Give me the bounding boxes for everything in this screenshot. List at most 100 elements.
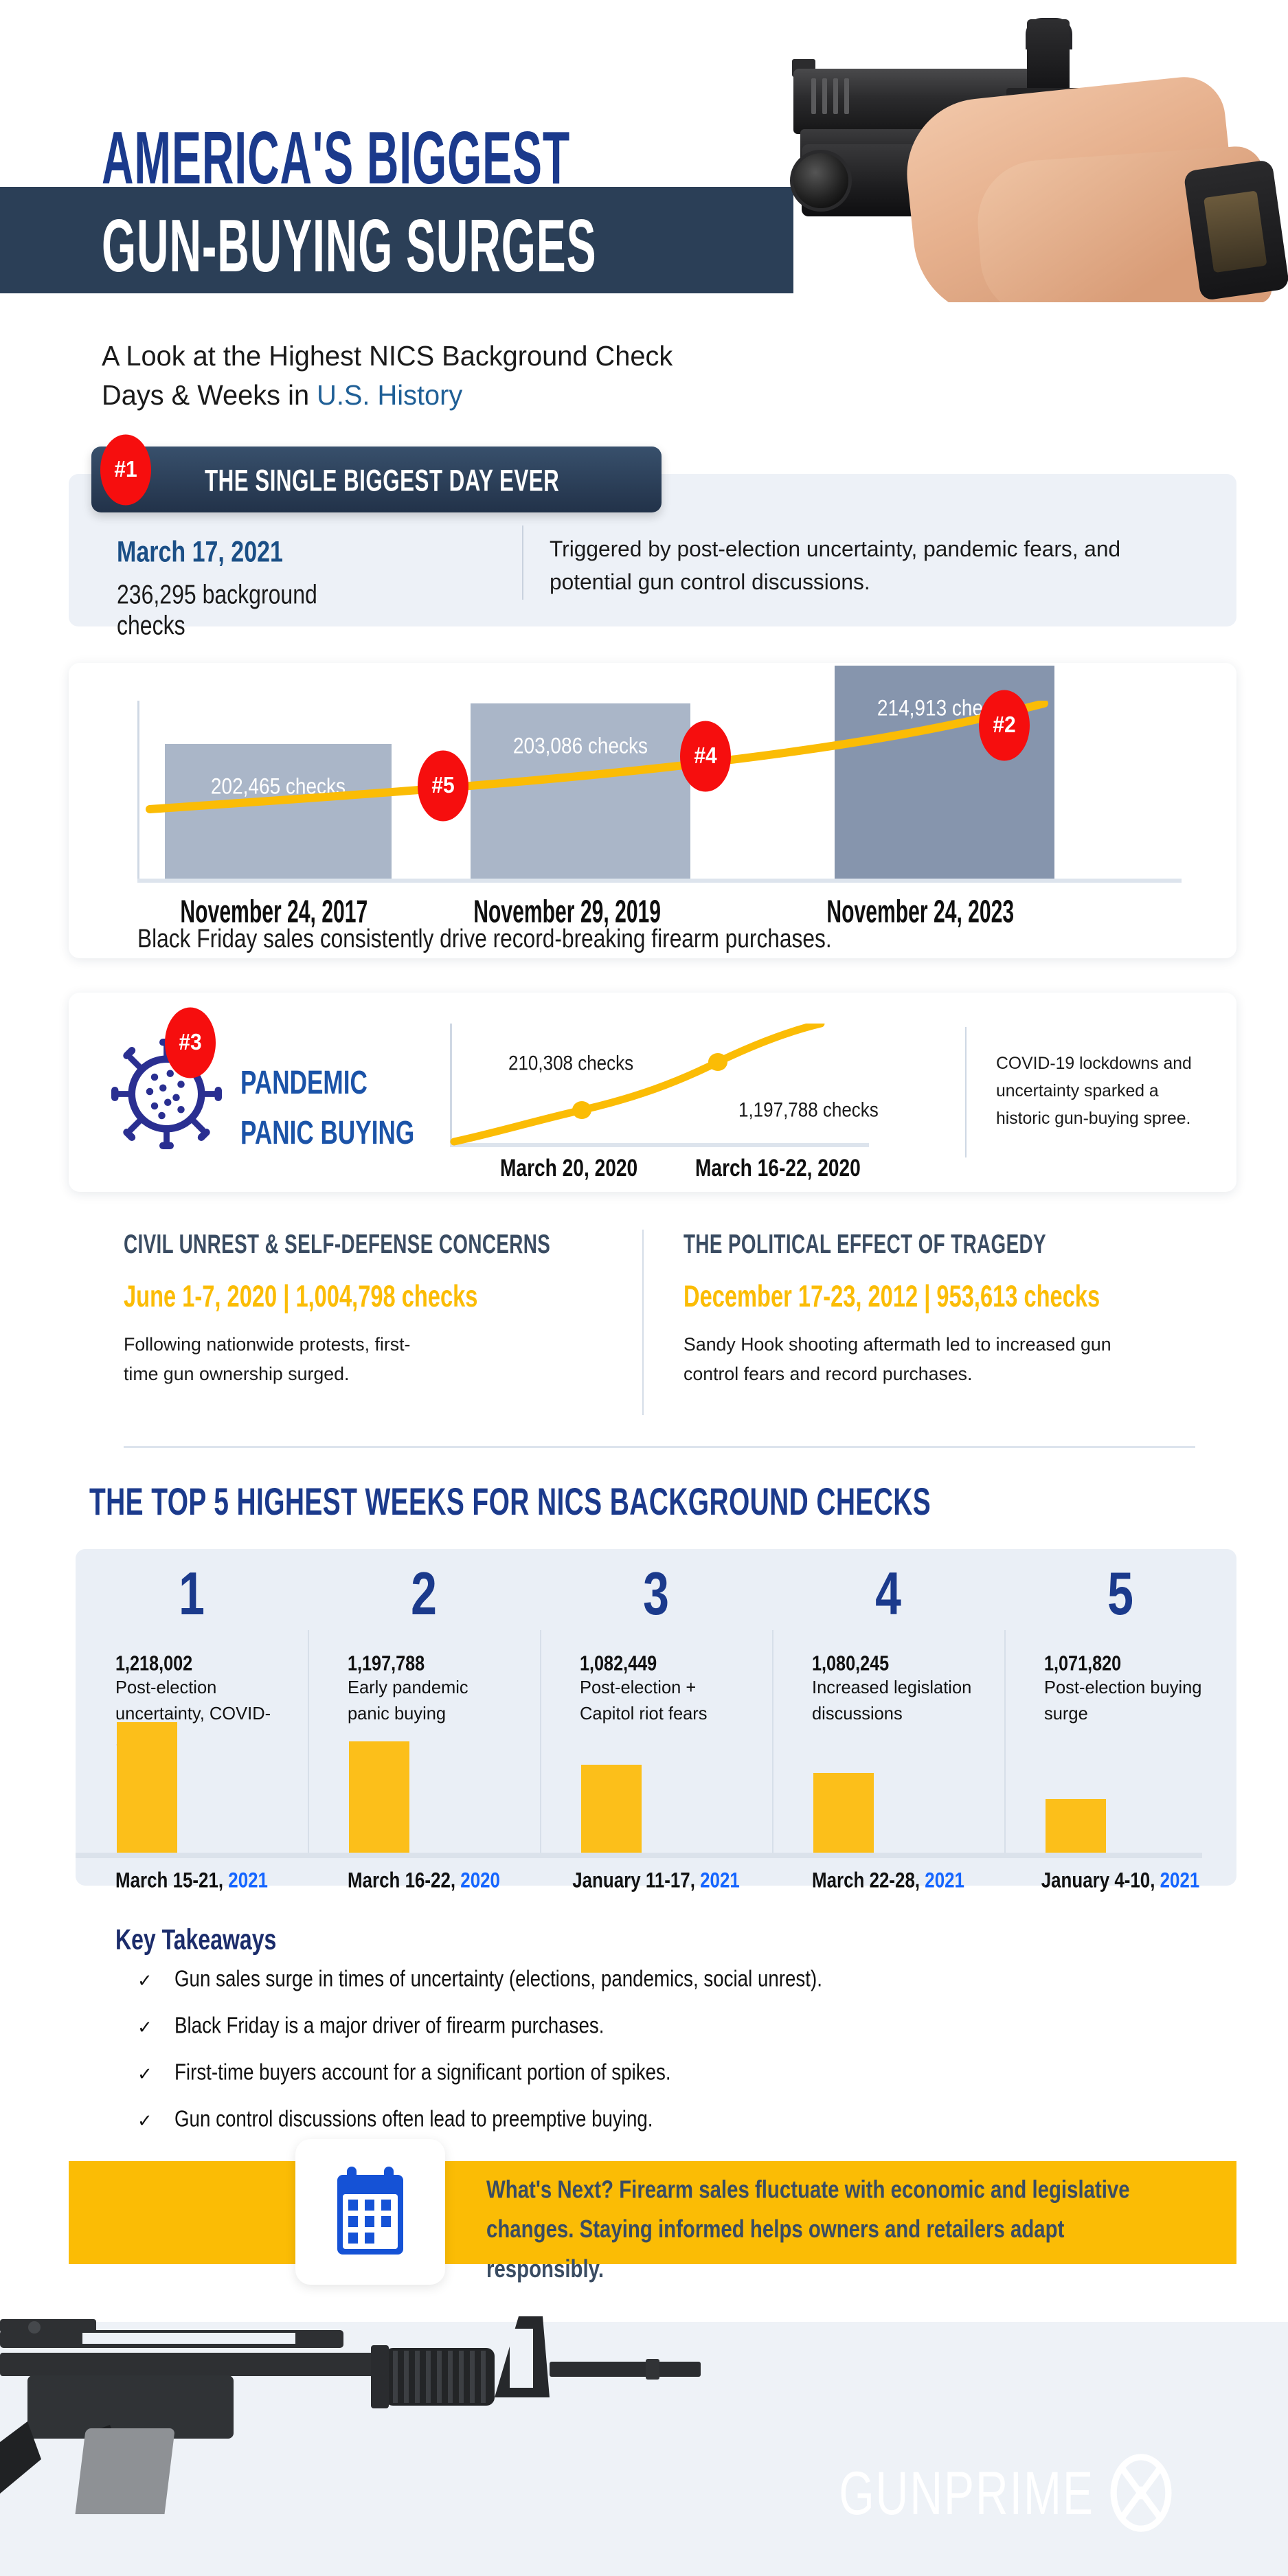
pandemic-x-label-2: March 16-22, 2020	[695, 1155, 861, 1182]
pandemic-line-series	[450, 1024, 825, 1146]
top5-column-separator	[772, 1630, 773, 1857]
top5-description: Early pandemic panic buying	[348, 1677, 468, 1724]
pandemic-title-line-1: PANDEMIC	[240, 1064, 368, 1101]
top5-rank-number: 1	[179, 1559, 205, 1628]
key-takeaways-heading: Key Takeaways	[115, 1923, 277, 1956]
top5-rank-number: 5	[1107, 1559, 1133, 1628]
civil-unrest-column: CIVIL UNREST & SELF-DEFENSE CONCERNS Jun…	[124, 1230, 605, 1389]
top5-rank-number: 4	[875, 1559, 901, 1628]
top5-date-label: March 16-22, 2020	[313, 1868, 535, 1893]
biggest-day-checks: 236,295 background checks	[117, 579, 317, 641]
top5-value: 1,071,820	[1044, 1651, 1122, 1675]
top5-bar	[117, 1722, 177, 1857]
pandemic-value-label-2: 1,197,788 checks	[738, 1098, 879, 1122]
page-title-line-1: AMERICA'S BIGGEST	[102, 116, 571, 200]
top5-rank-number: 2	[411, 1559, 437, 1628]
page-title-line-2: GUN-BUYING SURGES	[102, 204, 597, 288]
top5-date-label: March 22-28, 2021	[777, 1868, 999, 1893]
top5-date-text: March 15-21,	[115, 1868, 229, 1893]
whats-next-banner	[69, 2161, 1236, 2264]
biggest-day-description: Triggered by post-election uncertainty, …	[550, 536, 1121, 594]
two-column-divider	[642, 1230, 644, 1415]
key-takeaway-item: ✓ First-time buyers account for a signifi…	[137, 2059, 1168, 2106]
coronavirus-icon	[106, 1034, 227, 1154]
page-subtitle: A Look at the Highest NICS Background Ch…	[102, 337, 768, 415]
top5-column: 2 1,197,788 Early pandemic panic buying	[308, 1549, 540, 1886]
top5-bar	[1046, 1799, 1106, 1857]
top5-value: 1,082,449	[580, 1651, 657, 1675]
pandemic-x-axis	[450, 1143, 869, 1147]
top5-bar	[813, 1773, 874, 1857]
pandemic-note: COVID-19 lockdowns and uncertainty spark…	[996, 1054, 1192, 1128]
rank-badge-1: #1	[100, 434, 151, 506]
wrist-watch	[1183, 159, 1288, 302]
header-banner: AMERICA'S BIGGEST GUN-BUYING SURGES	[0, 0, 1288, 323]
top5-description: Post-election buying surge	[1044, 1677, 1202, 1724]
black-friday-bar: 203,086 checks	[471, 703, 690, 879]
check-icon: ✓	[137, 2110, 152, 2131]
pandemic-title-line-2: PANIC BUYING	[240, 1114, 415, 1151]
top5-column-separator	[308, 1630, 309, 1857]
top5-date-text: March 22-28,	[812, 1868, 925, 1893]
top5-date-year: 2020	[460, 1868, 500, 1893]
black-friday-bar: 214,913 checks	[835, 666, 1054, 879]
top5-heading: THE TOP 5 HIGHEST WEEKS FOR NICS BACKGRO…	[89, 1480, 931, 1524]
top5-column-separator	[1004, 1630, 1006, 1857]
black-friday-bar-label: 203,086 checks	[512, 733, 648, 758]
biggest-day-stats: March 17, 2021 236,295 background checks	[117, 536, 392, 640]
pandemic-value-label-1: 210,308 checks	[508, 1051, 634, 1075]
top5-column: 1 1,218,002 Post-election uncertainty, COV…	[76, 1549, 308, 1886]
black-friday-x-label: November 24, 2023	[826, 893, 1015, 929]
top5-date-label: January 11-17, 2021	[545, 1868, 767, 1893]
top5-date-text: January 11-17,	[572, 1868, 701, 1893]
top5-grid: 1 1,218,002 Post-election uncertainty, COV…	[76, 1549, 1236, 1886]
top5-value: 1,080,245	[812, 1651, 890, 1675]
subtitle-highlight: U.S. History	[317, 379, 463, 411]
check-icon: ✓	[137, 2017, 152, 2037]
ribbon-title: THE SINGLE BIGGEST DAY EVER	[205, 463, 560, 497]
top5-column: 3 1,082,449 Post-election + Capitol riot f…	[540, 1549, 772, 1886]
black-friday-bar-label: 202,465 checks	[210, 773, 346, 799]
rank-badge-5: #5	[418, 750, 468, 822]
pandemic-x-label-1: March 20, 2020	[500, 1155, 638, 1182]
calendar-icon	[337, 2167, 403, 2255]
gunprime-crosshair-mark	[1110, 2454, 1172, 2532]
top5-bar	[349, 1741, 409, 1857]
political-tragedy-column: THE POLITICAL EFFECT OF TRAGEDY December…	[683, 1230, 1164, 1389]
two-column-section: CIVIL UNREST & SELF-DEFENSE CONCERNS Jun…	[124, 1230, 1195, 1422]
key-takeaway-text: First-time buyers account for a signific…	[174, 2059, 671, 2085]
top5-date-text: January 4-10,	[1041, 1868, 1160, 1893]
top5-column: 5 1,071,820 Post-election buying surge	[1004, 1549, 1236, 1886]
brand-name: GUNPRIME	[839, 2459, 1094, 2527]
civil-unrest-heading: CIVIL UNREST & SELF-DEFENSE CONCERNS	[124, 1230, 551, 1260]
hero-pistol-image	[752, 7, 1288, 302]
key-takeaway-text: Gun control discussions often lead to pr…	[174, 2106, 653, 2132]
rank-badge-3: #3	[165, 1007, 216, 1078]
ar15-rifle-image	[0, 2287, 701, 2531]
key-takeaways-list: ✓ Gun sales surge in times of uncertainty…	[137, 1966, 1168, 2153]
top5-date-labels: March 15-21, 2021 March 16-22, 2020 Januar…	[76, 1868, 1236, 1904]
top5-value: 1,218,002	[115, 1651, 193, 1675]
calendar-icon-card	[295, 2139, 445, 2285]
subtitle-line-1: A Look at the Highest NICS Background Ch…	[102, 340, 673, 372]
black-friday-x-labels: November 24, 2017 November 29, 2019 Novemb…	[137, 894, 1182, 929]
biggest-day-ribbon: THE SINGLE BIGGEST DAY EVER	[91, 447, 662, 512]
top5-bar	[581, 1765, 642, 1857]
black-friday-y-axis	[137, 701, 139, 883]
black-friday-bar: 202,465 checks	[165, 744, 392, 879]
top5-date-year: 2021	[925, 1868, 964, 1893]
top5-column-separator	[540, 1630, 541, 1857]
political-tragedy-heading: THE POLITICAL EFFECT OF TRAGEDY	[683, 1230, 1046, 1260]
pandemic-data-point-2	[708, 1053, 727, 1071]
pandemic-title: PANDEMIC PANIC BUYING	[240, 1058, 414, 1158]
top5-date-text: March 16-22,	[348, 1868, 461, 1893]
top5-description: Post-election uncertainty, COVID-19	[115, 1677, 271, 1750]
check-icon: ✓	[137, 2064, 152, 2084]
top5-description: Post-election + Capitol riot fears	[580, 1677, 708, 1724]
key-takeaway-text: Black Friday is a major driver of firear…	[174, 2013, 605, 2038]
header-dark-stripe	[0, 187, 793, 293]
biggest-day-date: March 17, 2021	[117, 536, 283, 569]
top5-date-label: January 4-10, 2021	[1009, 1868, 1232, 1893]
check-icon: ✓	[137, 1970, 152, 1991]
pandemic-y-axis	[450, 1024, 452, 1147]
